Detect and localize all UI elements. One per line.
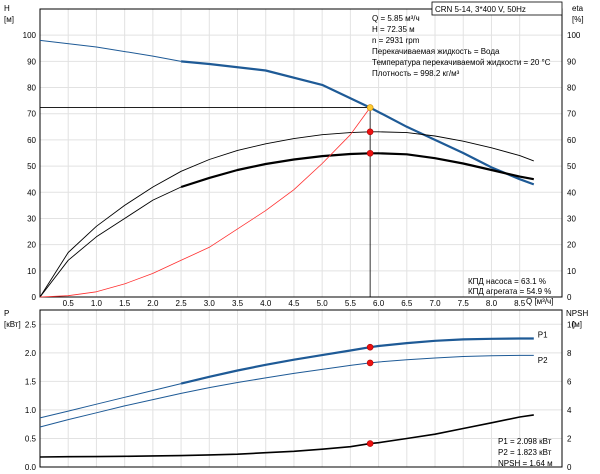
top-duty-marker — [366, 128, 374, 136]
info-temperature: Температура перекачиваемой жидкости = 20… — [372, 58, 551, 67]
bottom-y-tick-label: 1.0 — [25, 406, 37, 415]
info-pump-eff: КПД насоса = 63.1 % — [468, 277, 546, 286]
bottom-y-left-label-2: [кВт] — [4, 320, 21, 329]
top-y-right-tick-label: 20 — [567, 241, 576, 250]
info-h: H = 72.35 м — [372, 25, 415, 34]
x-tick-label: 4.5 — [288, 299, 300, 308]
bottom-y-tick-label: 0.0 — [25, 463, 37, 472]
top-y-tick-label: 10 — [27, 267, 36, 276]
top-duty-marker — [366, 104, 374, 111]
x-tick-label: 1.0 — [91, 299, 103, 308]
top-y-right-label-1: eta — [572, 4, 584, 13]
x-tick-label: 2.5 — [176, 299, 188, 308]
top-y-right-tick-label: 70 — [567, 110, 576, 119]
x-tick-label: 6.5 — [401, 299, 413, 308]
info-npsh: NPSH = 1.64 м — [498, 459, 553, 468]
top-y-left-label-2: [м] — [4, 15, 14, 24]
top-y-right-tick-label: 30 — [567, 214, 576, 223]
x-tick-label: 3.0 — [204, 299, 216, 308]
top-y-tick-label: 70 — [27, 110, 36, 119]
info-n: n = 2931 rpm — [372, 36, 420, 45]
bottom-y-right-label-2: [м] — [572, 320, 582, 329]
bottom-series-p2 — [39, 354, 534, 428]
info-density: Плотность = 998.2 кг/м³ — [372, 69, 460, 78]
top-y-tick-label: 0 — [32, 293, 37, 302]
bottom-y-right-label-1: NPSH — [566, 309, 588, 318]
x-tick-label: 7.0 — [429, 299, 441, 308]
bottom-plot-frame — [39, 309, 563, 468]
top-y-tick-label: 50 — [27, 162, 36, 171]
info-p2: P2 = 1.823 кВт — [498, 448, 552, 457]
top-series-unit_eff_bold — [180, 152, 534, 189]
x-tick-label: 5.5 — [345, 299, 357, 308]
top-y-tick-label: 20 — [27, 241, 36, 250]
top-y-tick-label: 40 — [27, 188, 36, 197]
top-y-right-label-2: [%] — [572, 15, 584, 24]
bottom-series-label: P2 — [538, 356, 548, 365]
x-tick-label: 3.5 — [232, 299, 244, 308]
bottom-y-right-tick-label: 2 — [567, 434, 572, 443]
bottom-series-p1_bold — [180, 337, 534, 385]
top-y-right-tick-label: 90 — [567, 57, 576, 66]
top-series-head_thin — [39, 39, 182, 62]
x-axis-label: Q [м³/ч] — [526, 297, 553, 306]
x-tick-label: 8.5 — [514, 299, 526, 308]
bottom-y-right-tick-label: 8 — [567, 349, 572, 358]
bottom-y-right-tick-label: 0 — [567, 463, 572, 472]
duty-info-block: Q = 5.85 м³/ч H = 72.35 м n = 2931 rpm П… — [372, 14, 551, 78]
x-tick-label: 0.5 — [63, 299, 75, 308]
bottom-y-right-tick-label: 10 — [567, 320, 576, 329]
bottom-y-right-tick-label: 4 — [567, 406, 572, 415]
x-tick-label: 1.5 — [119, 299, 131, 308]
x-tick-label: 7.5 — [458, 299, 470, 308]
bottom-y-tick-label: 2.5 — [25, 320, 37, 329]
x-tick-label: 4.0 — [260, 299, 272, 308]
top-y-right-tick-label: 50 — [567, 162, 576, 171]
bottom-y-tick-label: 1.5 — [25, 377, 37, 386]
info-unit-eff: КПД агрегата = 54.9 % — [468, 287, 551, 296]
bottom-y-tick-label: 2.0 — [25, 349, 37, 358]
top-y-tick-label: 90 — [27, 57, 36, 66]
x-tick-label: 2.0 — [147, 299, 159, 308]
bottom-series-npsh — [39, 414, 534, 458]
top-duty-marker — [366, 149, 374, 157]
bottom-duty-marker — [366, 343, 374, 351]
info-p1: P1 = 2.098 кВт — [498, 437, 552, 446]
top-series-unit_eff_thin — [39, 186, 182, 298]
bottom-duty-marker — [366, 440, 374, 447]
x-tick-label: 5.0 — [317, 299, 329, 308]
top-series-pump_eff — [39, 131, 534, 298]
top-y-tick-label: 30 — [27, 214, 36, 223]
top-y-left-label-1: H — [4, 4, 10, 13]
top-y-tick-label: 60 — [27, 136, 36, 145]
top-y-right-tick-label: 100 — [567, 31, 581, 40]
chart-title: CRN 5-14, 3*400 V, 50Hz — [435, 5, 526, 14]
top-y-tick-label: 100 — [23, 31, 37, 40]
top-series-system_curve — [39, 107, 371, 298]
bottom-duty-marker — [366, 359, 374, 367]
bottom-series-label: P1 — [538, 331, 548, 340]
x-tick-label: 6.0 — [373, 299, 385, 308]
x-tick-label: 8.0 — [486, 299, 498, 308]
top-y-right-tick-label: 0 — [567, 293, 572, 302]
top-y-right-tick-label: 80 — [567, 84, 576, 93]
bottom-y-tick-label: 0.5 — [25, 434, 37, 443]
top-plot-frame — [39, 8, 563, 298]
title-box — [431, 1, 563, 16]
top-y-right-tick-label: 40 — [567, 188, 576, 197]
bottom-y-left-label-1: P — [4, 309, 9, 318]
top-y-tick-label: 80 — [27, 84, 36, 93]
top-y-right-tick-label: 10 — [567, 267, 576, 276]
bottom-y-right-tick-label: 6 — [567, 377, 572, 386]
info-liquid: Перекачиваемая жидкость = Вода — [372, 47, 500, 56]
top-y-right-tick-label: 60 — [567, 136, 576, 145]
info-q: Q = 5.85 м³/ч — [372, 14, 420, 23]
bottom-series-p1_thin — [39, 383, 182, 419]
